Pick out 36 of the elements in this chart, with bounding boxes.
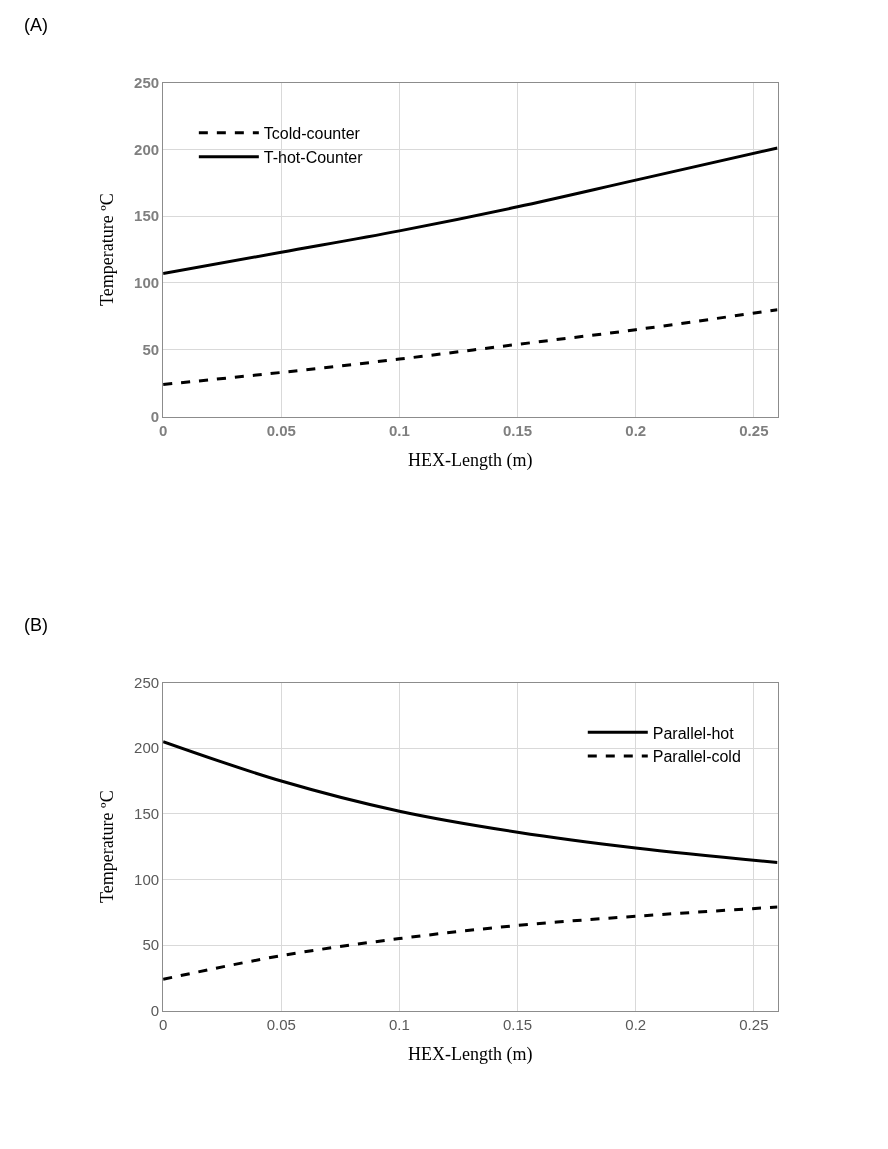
x-tick-label: 0.25 (739, 421, 769, 439)
x-tick-label: 0.05 (266, 421, 296, 439)
legend-label: Tcold-counter (263, 125, 361, 143)
x-tick-label: 0.15 (502, 1015, 533, 1033)
text: (A) (24, 15, 48, 35)
line-series (163, 740, 778, 864)
y-tick-label: 200 (134, 739, 160, 757)
y-tick-label: 50 (142, 936, 160, 954)
x-tick-label: 0.1 (388, 1015, 410, 1033)
x-axis-title: HEX-Length (m) (408, 1043, 533, 1065)
line-series (163, 905, 778, 981)
line-series (163, 146, 778, 276)
y-axis-title: Temperature ºC (97, 790, 118, 904)
x-axis-title: HEX-Length (m) (408, 449, 533, 471)
legend-label: T-hot-Counter (263, 148, 364, 166)
x-tick-label: 0.25 (739, 1015, 769, 1033)
line-series (163, 308, 778, 386)
y-tick-label: 250 (134, 73, 160, 91)
y-tick-label: 0 (150, 407, 160, 425)
x-tick-label: 0.05 (266, 1015, 296, 1033)
x-tick-label: 0.15 (502, 421, 533, 439)
x-tick-label: 0.2 (625, 1015, 647, 1033)
y-tick-label: 0 (150, 1002, 160, 1020)
x-tick-label: 0.1 (388, 421, 410, 439)
text: (B) (24, 615, 48, 635)
legend-label: Parallel-hot (652, 724, 735, 742)
y-tick-label: 100 (134, 870, 160, 888)
legend-label: Parallel-cold (652, 748, 741, 766)
x-tick-label: 0.2 (625, 421, 647, 439)
y-tick-label: 50 (142, 340, 160, 358)
y-axis-title: Temperature ºC (97, 193, 118, 306)
y-tick-label: 150 (134, 805, 160, 823)
y-tick-label: 200 (134, 140, 160, 158)
y-tick-label: 150 (134, 207, 160, 225)
y-tick-label: 250 (134, 673, 160, 691)
y-tick-label: 100 (134, 274, 160, 292)
